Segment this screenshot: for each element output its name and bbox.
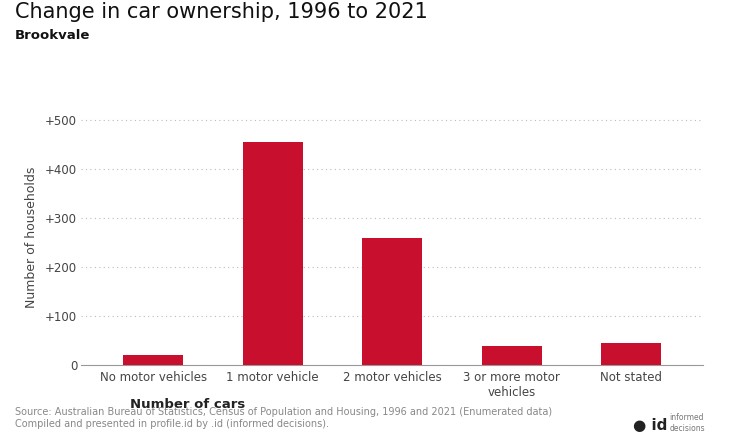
- Text: Number of cars: Number of cars: [130, 398, 245, 411]
- Bar: [482, 345, 542, 365]
- Text: Brookvale: Brookvale: [15, 29, 90, 42]
- Bar: [363, 238, 422, 365]
- Bar: [124, 356, 183, 365]
- Text: informed
decisions: informed decisions: [670, 413, 705, 433]
- Text: Change in car ownership, 1996 to 2021: Change in car ownership, 1996 to 2021: [15, 2, 428, 22]
- Bar: [602, 343, 661, 365]
- Text: ● id: ● id: [633, 418, 667, 433]
- Y-axis label: Number of households: Number of households: [25, 167, 38, 308]
- Bar: [243, 142, 303, 365]
- Text: Source: Australian Bureau of Statistics, Census of Population and Housing, 1996 : Source: Australian Bureau of Statistics,…: [15, 407, 552, 429]
